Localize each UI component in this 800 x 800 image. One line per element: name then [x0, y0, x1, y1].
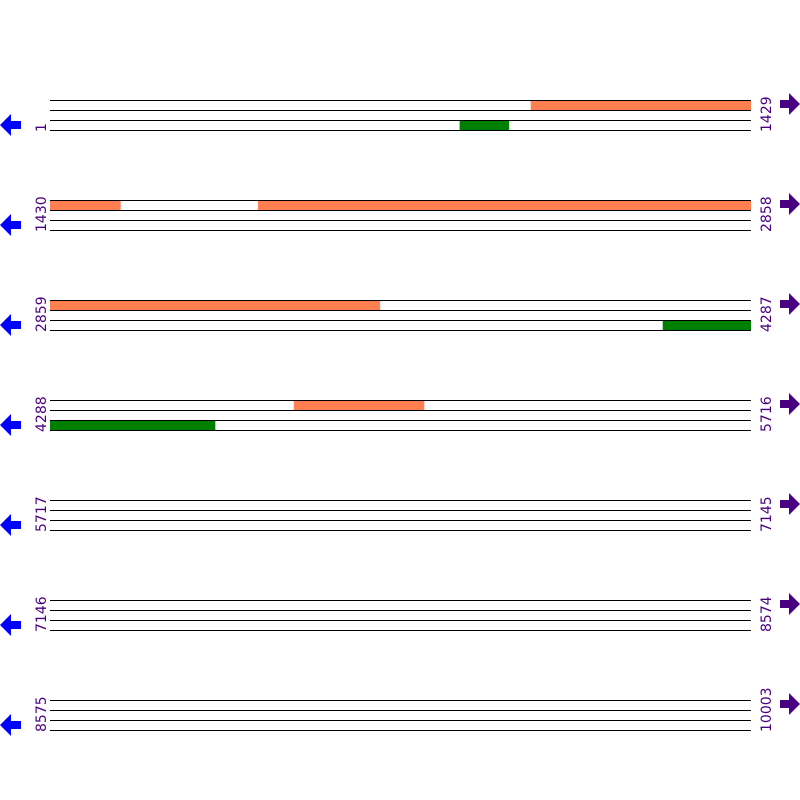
sequence-row: 2859 4287: [0, 293, 800, 336]
forward-feature[interactable]: [257, 200, 751, 210]
arrow-right-icon[interactable]: [780, 293, 800, 315]
sequence-row: 7146 8574: [0, 593, 800, 636]
sequence-row: 1430 2858: [0, 193, 800, 236]
arrow-left-icon[interactable]: [0, 414, 21, 436]
sequence-row: 1 1429: [0, 93, 800, 136]
arrow-left-icon[interactable]: [0, 114, 21, 136]
row-end-label: 4287: [759, 296, 775, 332]
arrow-left-icon[interactable]: [0, 214, 21, 236]
arrow-right-icon[interactable]: [780, 593, 800, 615]
row-start-label: 8575: [34, 696, 50, 732]
row-start-label: 2859: [34, 296, 50, 332]
reverse-feature[interactable]: [459, 120, 510, 130]
arrow-left-icon[interactable]: [0, 314, 21, 336]
forward-feature[interactable]: [50, 300, 381, 310]
arrow-left-icon[interactable]: [0, 714, 21, 736]
reverse-feature[interactable]: [662, 320, 751, 330]
forward-feature[interactable]: [530, 100, 751, 110]
row-end-label: 10003: [759, 687, 775, 732]
arrow-right-icon[interactable]: [780, 393, 800, 415]
row-start-label: 1430: [34, 196, 50, 232]
row-start-label: 7146: [34, 596, 50, 632]
reverse-feature[interactable]: [50, 420, 216, 430]
sequence-row: 8575 10003: [0, 687, 800, 736]
arrow-left-icon[interactable]: [0, 614, 21, 636]
row-end-label: 7145: [759, 496, 775, 532]
row-start-label: 4288: [34, 396, 50, 432]
forward-feature[interactable]: [293, 400, 425, 410]
arrow-right-icon[interactable]: [780, 193, 800, 215]
row-end-label: 8574: [759, 596, 775, 632]
forward-feature[interactable]: [50, 200, 121, 210]
arrow-right-icon[interactable]: [780, 693, 800, 715]
arrow-left-icon[interactable]: [0, 514, 21, 536]
arrow-right-icon[interactable]: [780, 93, 800, 115]
row-end-label: 2858: [759, 196, 775, 232]
sequence-row: 4288 5716: [0, 393, 800, 436]
row-start-label: 5717: [34, 496, 50, 532]
row-end-label: 5716: [759, 396, 775, 432]
row-end-label: 1429: [759, 96, 775, 132]
arrow-right-icon[interactable]: [780, 493, 800, 515]
sequence-row: 5717 7145: [0, 493, 800, 536]
row-start-label: 1: [34, 123, 50, 132]
